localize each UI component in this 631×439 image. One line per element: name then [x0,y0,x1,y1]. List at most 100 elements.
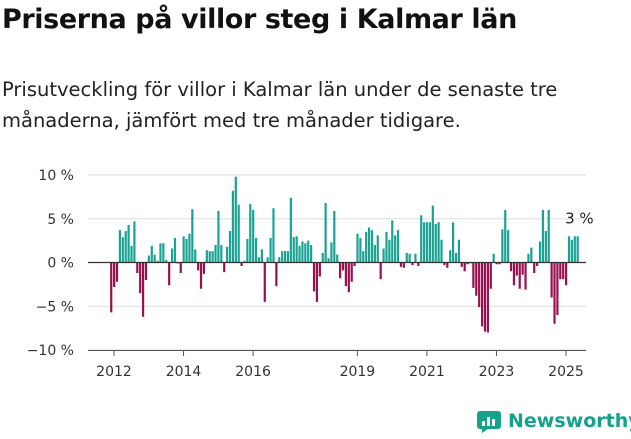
bar [452,222,455,263]
bar [289,197,292,263]
bar [133,221,136,263]
bar [428,222,432,263]
bar [538,241,542,263]
bar [544,231,547,263]
bar [269,238,272,263]
bar [565,262,568,286]
bar [457,239,460,263]
bar [168,262,171,286]
bar [191,209,194,263]
x-tick-label: 2014 [166,364,202,380]
bar [223,262,226,273]
bar [124,231,127,263]
bar [246,238,249,263]
bar [214,245,217,263]
bar [507,230,510,263]
bar [220,245,223,263]
bar [339,262,342,279]
bar [147,255,150,263]
bar [394,235,397,263]
bar [278,257,281,263]
bar [576,236,579,263]
y-tick-label: 5 % [47,212,74,228]
bar [344,262,347,287]
bar [321,252,324,263]
bar [115,262,119,282]
bar [243,260,246,263]
bar [162,243,165,263]
bar [405,252,408,263]
bar [307,240,310,263]
bar [333,210,336,263]
bar [324,203,327,263]
brand-name: Newsworthy [508,410,631,432]
x-tick-label: 2021 [409,364,445,380]
bar [260,249,263,263]
bar [402,262,405,268]
bar [515,262,518,276]
bar [359,238,362,263]
bar [110,262,113,313]
bar [567,236,571,263]
bar [524,262,527,290]
bar [376,235,379,263]
bar [330,242,333,263]
bar [573,236,576,263]
bar [292,237,295,263]
bar [263,262,266,302]
bar [382,248,385,263]
bar [518,262,521,289]
bar [182,236,185,263]
bar [501,229,504,263]
bar [194,249,197,263]
bar [327,258,330,263]
last-value-label: 3 % [565,209,594,227]
bar [541,210,545,263]
bar [170,248,174,263]
bar [454,252,458,263]
bar [480,262,484,327]
bar [208,251,211,263]
bar [504,210,507,263]
bar [205,250,208,263]
bar [234,176,237,263]
bar [420,215,423,263]
bar [547,210,550,263]
x-tick-label: 2023 [479,364,515,380]
bar [550,262,553,298]
bar [431,205,434,263]
bar [408,253,411,263]
bar [257,257,261,263]
bar [173,238,177,263]
bar [295,236,298,263]
bar [399,262,403,267]
bar [472,262,475,288]
bar [553,262,556,324]
newsworthy-logo-icon [477,411,501,433]
bar [498,262,501,265]
bar [231,190,235,263]
bar [199,262,203,289]
bar [254,238,258,263]
bar [266,257,269,263]
bar [298,245,301,263]
bar [367,227,371,263]
bar [437,222,440,263]
bar [315,262,319,302]
bar [388,239,391,263]
bar [434,224,437,263]
bar [139,262,142,294]
bar [301,241,304,263]
bar [118,230,122,263]
bar [228,231,232,263]
bar [136,262,139,273]
brand-logo: Newsworthy [476,408,631,434]
bar [159,243,162,263]
bar [373,245,376,263]
bar [509,262,513,272]
bar [226,246,229,263]
bar [130,245,133,263]
bar [446,262,449,268]
bar [281,251,284,263]
